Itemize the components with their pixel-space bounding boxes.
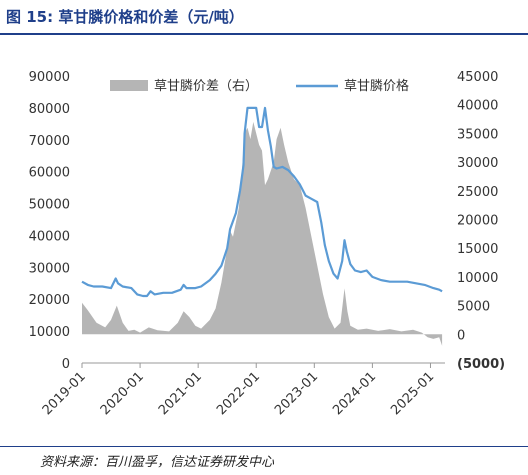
source-divider — [0, 446, 528, 447]
line-series-layer — [81, 106, 443, 298]
y-left-tick-label: 60000 — [29, 166, 70, 181]
x-tick-label: 2025-01 — [388, 369, 437, 418]
y-left-tick-label: 70000 — [29, 134, 70, 149]
x-tick-label: 2019-01 — [40, 369, 89, 418]
y-right-tick-label: 10000 — [457, 271, 498, 286]
legend-swatch-spread — [110, 80, 148, 91]
x-tick-label: 2020-01 — [98, 369, 147, 418]
legend-label-spread: 草甘膦价差（右） — [154, 79, 258, 94]
y-right-tick-label: (5000) — [457, 357, 505, 372]
y-left-tick-label: 50000 — [29, 198, 70, 213]
y-right-tick-label: 5000 — [457, 300, 490, 315]
y-right-tick-label: 35000 — [457, 127, 498, 142]
y-right-tick-label: 0 — [457, 328, 465, 343]
y-right-tick-label: 20000 — [457, 214, 498, 229]
x-tick-label: 2021-01 — [156, 369, 205, 418]
y-left-tick-label: 40000 — [29, 229, 70, 244]
y-right-tick-label: 30000 — [457, 156, 498, 171]
source-note: 资料来源：百川盈孚，信达证券研发中心 — [40, 455, 275, 470]
y-right-tick-label: 40000 — [457, 99, 498, 114]
y-left-tick-label: 30000 — [29, 261, 70, 276]
y-right-tick-label: 45000 — [457, 70, 498, 85]
x-tick-label: 2024-01 — [330, 369, 379, 418]
y-left-tick-label: 80000 — [29, 102, 70, 117]
figure-title: 图 15: 草甘膦价格和价差（元/吨） — [6, 8, 244, 26]
x-tick-label: 2023-01 — [272, 369, 321, 418]
legend-label-price: 草甘膦价格 — [344, 78, 409, 94]
y-left-tick-label: 90000 — [29, 70, 70, 85]
y-left-tick-label: 10000 — [29, 325, 70, 340]
spread-area — [82, 121, 443, 346]
y-right-tick-label: 25000 — [457, 185, 498, 200]
x-tick-label: 2022-01 — [214, 369, 263, 418]
legend: 草甘膦价差（右） 草甘膦价格 — [110, 78, 409, 94]
y-left-tick-label: 20000 — [29, 293, 70, 308]
price-line — [81, 106, 443, 298]
y-right-tick-label: 15000 — [457, 242, 498, 257]
y-left-tick-label: 0 — [62, 357, 70, 372]
title-divider — [0, 33, 528, 35]
area-series-layer — [82, 121, 443, 346]
